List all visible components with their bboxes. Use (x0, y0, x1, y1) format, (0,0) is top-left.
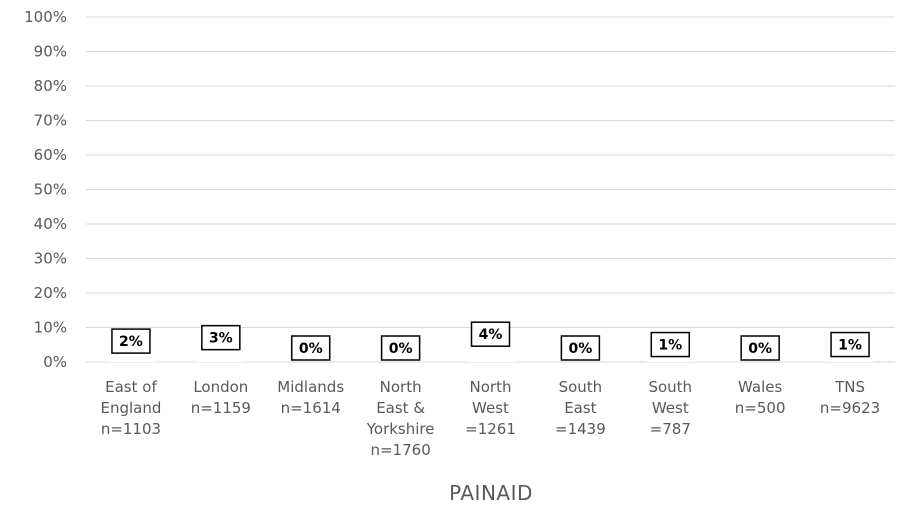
y-tick-label: 80% (34, 77, 67, 95)
data-label-text: 3% (209, 331, 233, 347)
data-label: 2% (111, 328, 151, 354)
data-labels: 2% 3% 0% 0% 4% 0% 1% 0% 1% (111, 321, 870, 361)
bar (106, 355, 156, 362)
y-tick-label: 90% (34, 43, 67, 61)
data-label-text: 2% (119, 334, 143, 350)
data-label-box (201, 324, 241, 351)
y-tick-label: 0% (43, 353, 67, 371)
data-label-text: 0% (299, 341, 323, 357)
y-tick-label: 60% (34, 146, 67, 164)
data-label: 0% (290, 335, 331, 361)
bar (196, 351, 246, 362)
x-category-label: South East =1439 (555, 378, 606, 438)
x-category-label: TNS n=9623 (820, 378, 880, 417)
y-axis-ticks: 0% 10% 20% 30% 40% 50% 60% 70% 80% 90% 100% (24, 8, 67, 371)
x-axis-categories: East of England n=1103 London n=1159 Midlands… (100, 378, 880, 459)
y-tick-label: 30% (34, 250, 67, 268)
data-label-box (380, 335, 421, 361)
x-category-label: East of England n=1103 (100, 378, 161, 438)
x-category-label: North East & Yorkshire n=1760 (366, 378, 435, 459)
data-label-box (830, 331, 870, 358)
data-label-box (560, 335, 601, 361)
data-label: 4% (470, 321, 511, 347)
data-label-text: 0% (568, 341, 592, 357)
data-label: 1% (650, 331, 691, 358)
y-tick-label: 70% (34, 112, 67, 130)
bar (465, 348, 516, 362)
x-category-label: South West =787 (648, 378, 692, 438)
x-category-label: Midlands n=1614 (277, 378, 344, 417)
data-label: 1% (830, 331, 870, 358)
data-label-text: 0% (748, 341, 772, 357)
y-tick-label: 100% (24, 8, 67, 26)
data-label-text: 1% (658, 338, 682, 354)
y-tick-label: 40% (34, 215, 67, 233)
bars (106, 348, 875, 362)
x-category-label: London n=1159 (191, 378, 251, 417)
data-label-text: 1% (838, 338, 862, 354)
data-label-box (740, 335, 780, 361)
data-label-box (470, 321, 511, 347)
x-category-label: North West =1261 (465, 378, 516, 438)
gridlines (86, 16, 895, 363)
y-tick-label: 10% (34, 319, 67, 337)
data-label: 3% (201, 324, 241, 351)
x-axis-title: PAINAID (449, 481, 533, 505)
data-label-text: 0% (389, 341, 413, 357)
data-label-text: 4% (479, 327, 503, 343)
data-label-box (290, 335, 331, 361)
bar (825, 358, 875, 362)
data-label: 0% (380, 335, 421, 361)
x-category-label: Wales n=500 (735, 378, 786, 417)
data-label: 0% (740, 335, 780, 361)
data-label-box (111, 328, 151, 354)
y-tick-label: 50% (34, 181, 67, 199)
bar (645, 358, 695, 362)
data-label: 0% (560, 335, 601, 361)
data-label-box (650, 331, 691, 358)
y-tick-label: 20% (34, 284, 67, 302)
